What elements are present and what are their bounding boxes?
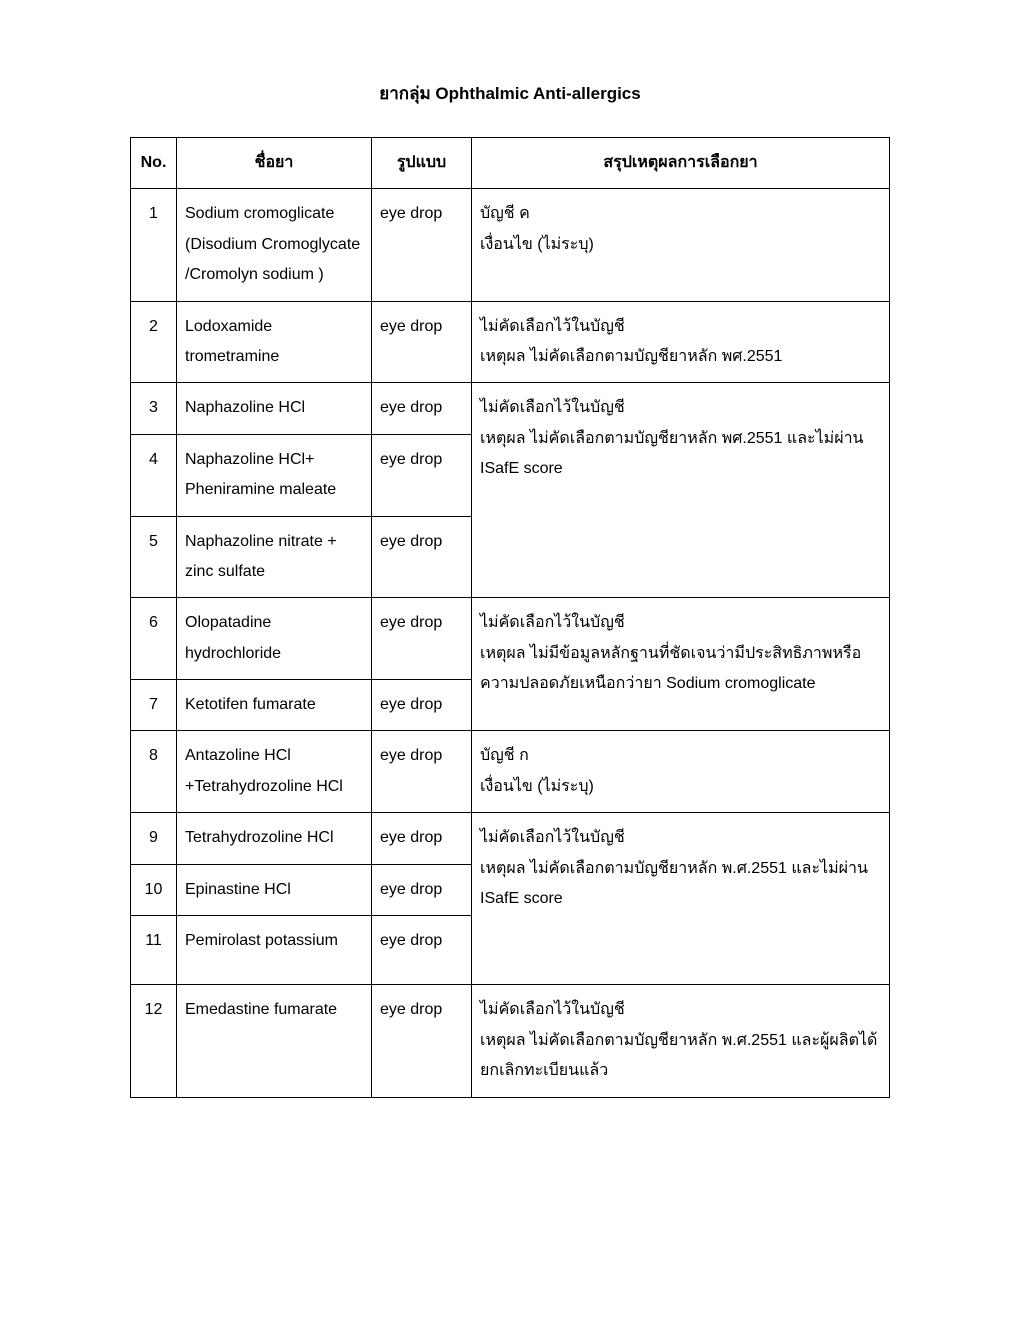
cell-name: Epinastine HCl [177,864,372,915]
cell-no: 2 [131,301,177,383]
cell-no: 9 [131,813,177,864]
cell-form: eye drop [372,434,472,516]
header-no: No. [131,138,177,189]
table-header-row: No. ชื่อยา รูปแบบ สรุปเหตุผลการเลือกยา [131,138,890,189]
page-title: ยากลุ่ม Ophthalmic Anti-allergics [130,80,890,107]
cell-name: Antazoline HCl +Tetrahydrozoline HCl [177,731,372,813]
reason-line: ไม่คัดเลือกไว้ในบัญชี [480,608,881,638]
header-form: รูปแบบ [372,138,472,189]
reason-line: ไม่คัดเลือกไว้ในบัญชี [480,823,881,853]
reason-line: เหตุผล ไม่คัดเลือกตามบัญชียาหลัก พ.ศ.255… [480,1026,881,1087]
cell-name: Olopatadine hydrochloride [177,598,372,680]
cell-form: eye drop [372,383,472,434]
drug-table: No. ชื่อยา รูปแบบ สรุปเหตุผลการเลือกยา 1… [130,137,890,1098]
reason-line: ไม่คัดเลือกไว้ในบัญชี [480,393,881,423]
cell-name: Naphazoline nitrate + zinc sulfate [177,516,372,598]
cell-no: 10 [131,864,177,915]
cell-form: eye drop [372,916,472,985]
reason-line: เหตุผล ไม่คัดเลือกตามบัญชียาหลัก พศ.2551 [480,342,881,372]
cell-form: eye drop [372,189,472,301]
reason-line: เงื่อนไข (ไม่ระบุ) [480,230,881,260]
cell-no: 1 [131,189,177,301]
cell-no: 5 [131,516,177,598]
cell-form: eye drop [372,516,472,598]
cell-no: 11 [131,916,177,985]
cell-reason: ไม่คัดเลือกไว้ในบัญชี เหตุผล ไม่คัดเลือก… [472,985,890,1097]
cell-reason: บัญชี ค เงื่อนไข (ไม่ระบุ) [472,189,890,301]
cell-no: 7 [131,680,177,731]
reason-line: ไม่คัดเลือกไว้ในบัญชี [480,312,881,342]
cell-name: Emedastine fumarate [177,985,372,1097]
reason-line: ไม่คัดเลือกไว้ในบัญชี [480,995,881,1025]
cell-reason: บัญชี ก เงื่อนไข (ไม่ระบุ) [472,731,890,813]
table-row: 8 Antazoline HCl +Tetrahydrozoline HCl e… [131,731,890,813]
cell-form: eye drop [372,864,472,915]
cell-form: eye drop [372,680,472,731]
cell-reason: ไม่คัดเลือกไว้ในบัญชี เหตุผล ไม่คัดเลือก… [472,813,890,985]
cell-reason: ไม่คัดเลือกไว้ในบัญชี เหตุผล ไม่คัดเลือก… [472,301,890,383]
cell-form: eye drop [372,598,472,680]
header-name: ชื่อยา [177,138,372,189]
cell-name: Lodoxamide trometramine [177,301,372,383]
reason-line: เหตุผล ไม่คัดเลือกตามบัญชียาหลัก พ.ศ.255… [480,854,881,915]
cell-name: Naphazoline HCl+ Pheniramine maleate [177,434,372,516]
cell-reason: ไม่คัดเลือกไว้ในบัญชี เหตุผล ไม่คัดเลือก… [472,383,890,598]
cell-no: 6 [131,598,177,680]
cell-name: Sodium cromoglicate (Disodium Cromoglyca… [177,189,372,301]
cell-no: 4 [131,434,177,516]
table-row: 9 Tetrahydrozoline HCl eye drop ไม่คัดเล… [131,813,890,864]
table-row: 6 Olopatadine hydrochloride eye drop ไม่… [131,598,890,680]
cell-form: eye drop [372,985,472,1097]
cell-form: eye drop [372,731,472,813]
cell-name: Tetrahydrozoline HCl [177,813,372,864]
table-row: 2 Lodoxamide trometramine eye drop ไม่คั… [131,301,890,383]
reason-line: บัญชี ก [480,741,881,771]
cell-form: eye drop [372,301,472,383]
reason-line: เหตุผล ไม่คัดเลือกตามบัญชียาหลัก พศ.2551… [480,424,881,485]
cell-no: 8 [131,731,177,813]
table-row: 12 Emedastine fumarate eye drop ไม่คัดเล… [131,985,890,1097]
cell-name: Pemirolast potassium [177,916,372,985]
table-row: 3 Naphazoline HCl eye drop ไม่คัดเลือกไว… [131,383,890,434]
header-reason: สรุปเหตุผลการเลือกยา [472,138,890,189]
reason-line: บัญชี ค [480,199,881,229]
reason-line: เงื่อนไข (ไม่ระบุ) [480,772,881,802]
cell-reason: ไม่คัดเลือกไว้ในบัญชี เหตุผล ไม่มีข้อมูล… [472,598,890,731]
cell-name: Naphazoline HCl [177,383,372,434]
cell-form: eye drop [372,813,472,864]
cell-no: 3 [131,383,177,434]
table-row: 1 Sodium cromoglicate (Disodium Cromogly… [131,189,890,301]
cell-name: Ketotifen fumarate [177,680,372,731]
cell-no: 12 [131,985,177,1097]
reason-line: เหตุผล ไม่มีข้อมูลหลักฐานที่ชัดเจนว่ามีป… [480,639,881,700]
